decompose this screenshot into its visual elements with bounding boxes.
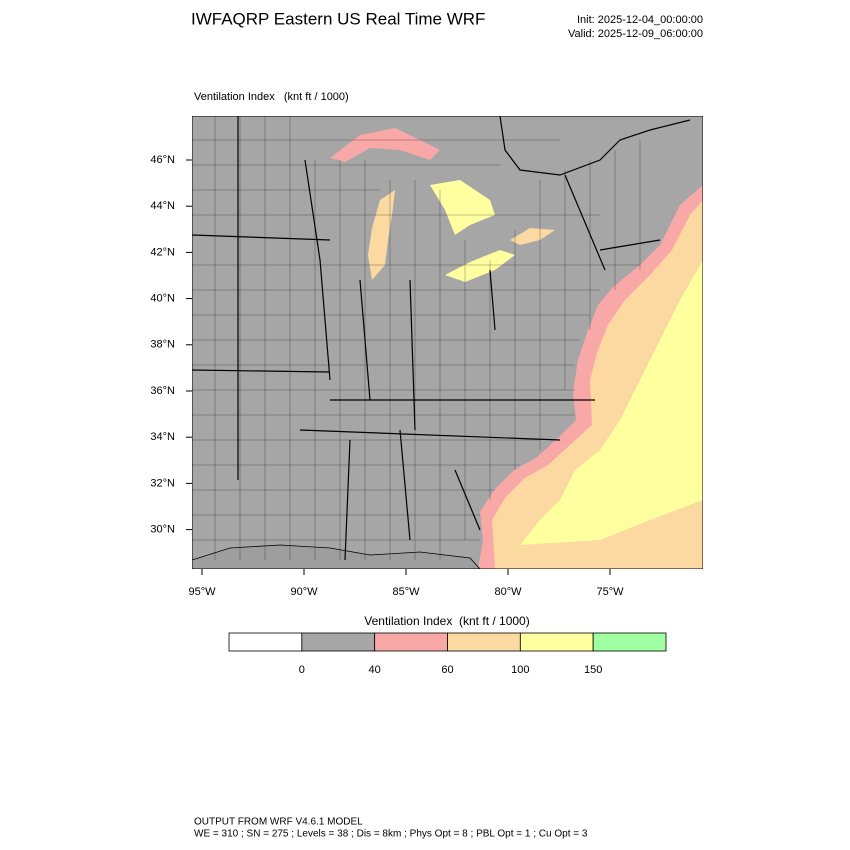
lat-label: 30°N (150, 524, 175, 536)
colorbar-tick-label: 0 (299, 664, 305, 676)
title: IWFAQRP Eastern US Real Time WRF (191, 9, 485, 28)
lake-huron (430, 180, 495, 235)
lat-label: 32°N (150, 477, 175, 489)
lon-label: 90°W (290, 586, 318, 598)
colorbar-box (301, 632, 376, 652)
lat-label: 46°N (150, 154, 175, 166)
valid-time: Valid: 2025-12-09_06:00:00 (568, 28, 703, 40)
boundaries (192, 116, 691, 561)
colorbar-title: Ventilation Index (knt ft / 1000) (364, 614, 529, 628)
lon-label: 80°W (494, 586, 522, 598)
lat-label: 44°N (150, 200, 175, 212)
county-lines (192, 116, 641, 560)
lat-label: 40°N (150, 293, 175, 305)
lon-label: 75°W (596, 586, 624, 598)
colorbar-tick-label: 100 (511, 664, 529, 676)
lake-michigan (368, 190, 395, 280)
colorbar-box (447, 632, 521, 652)
colorbar-box (374, 632, 448, 652)
lake-erie (445, 250, 515, 282)
footer-line: OUTPUT FROM WRF V4.6.1 MODEL (194, 817, 363, 828)
ocean-high (520, 260, 703, 545)
colorbar-box (592, 632, 667, 652)
map (192, 116, 703, 569)
footer-line: WE = 310 ; SN = 275 ; Levels = 38 ; Dis … (194, 829, 588, 840)
lat-label: 34°N (150, 431, 175, 443)
colorbar-tick-label: 60 (441, 664, 453, 676)
lat-label: 38°N (150, 339, 175, 351)
colorbar-box (519, 632, 594, 652)
lake-ontario (510, 228, 555, 245)
gulf-coast (192, 544, 481, 569)
colorbar-box (228, 632, 303, 652)
lon-label: 85°W (392, 586, 420, 598)
lon-label: 95°W (188, 586, 216, 598)
colorbar-tick-label: 40 (369, 664, 381, 676)
map-title: Ventilation Index (knt ft / 1000) (194, 91, 349, 103)
lake-superior (330, 128, 440, 162)
colorbar-tick-label: 150 (584, 664, 602, 676)
lat-label: 36°N (150, 385, 175, 397)
init-time: Init: 2025-12-04_00:00:00 (577, 14, 703, 26)
lat-label: 42°N (150, 246, 175, 258)
